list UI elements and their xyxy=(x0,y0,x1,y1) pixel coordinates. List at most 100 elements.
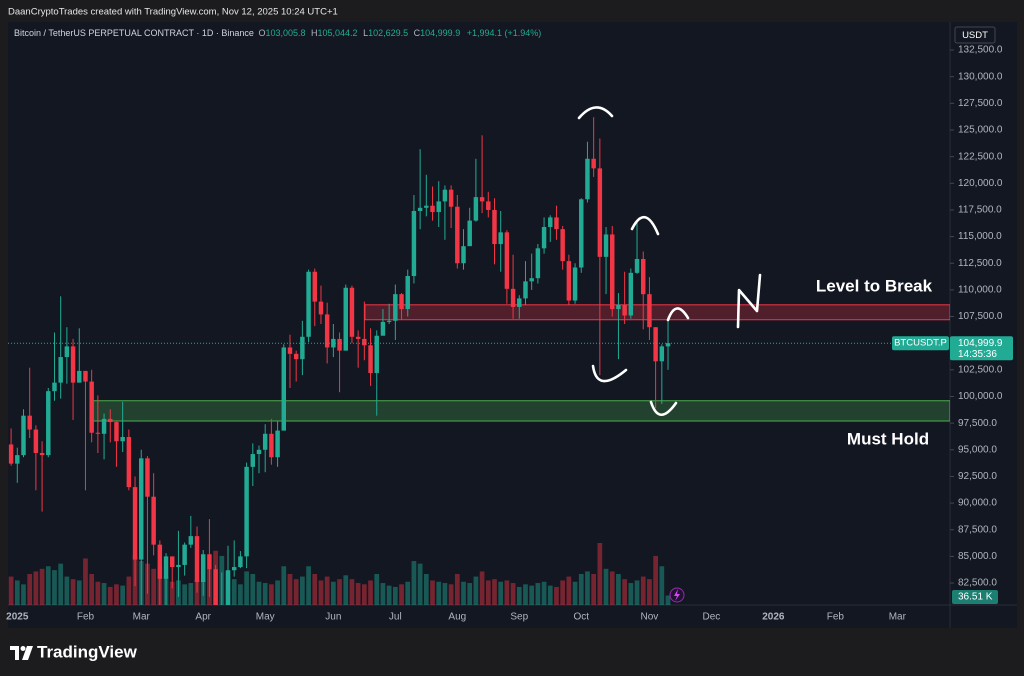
volume-bar xyxy=(33,571,39,605)
candle-body xyxy=(597,168,603,257)
candle-body xyxy=(486,201,491,210)
candle-body xyxy=(610,234,615,310)
y-tick-label: 100,000.0 xyxy=(958,391,1003,402)
volume-bar xyxy=(430,580,435,605)
candle-body xyxy=(337,338,342,351)
candle-body xyxy=(70,346,76,383)
candle-body xyxy=(665,343,671,347)
volume-bar xyxy=(461,581,466,605)
volume-bar xyxy=(45,566,51,605)
candle-body xyxy=(256,449,262,455)
candle-body xyxy=(275,430,280,458)
volume-bar xyxy=(300,576,305,605)
volume-bar xyxy=(554,586,559,605)
volume-bar xyxy=(585,571,590,605)
candle-body xyxy=(634,258,640,273)
volume-bar xyxy=(603,568,609,605)
hand-drawing xyxy=(736,273,762,329)
candle-body xyxy=(200,554,206,582)
candle-body xyxy=(114,422,119,442)
candle-body xyxy=(95,432,101,434)
y-tick-label: 132,500.0 xyxy=(958,45,1003,56)
zone xyxy=(92,400,950,422)
volume-bar xyxy=(547,585,553,605)
volume-bar xyxy=(293,579,299,605)
countdown-label: 14:35:36 xyxy=(958,349,997,360)
volume-bar xyxy=(70,579,76,605)
y-tick-label: 92,500.0 xyxy=(958,471,997,482)
volume-bar xyxy=(578,574,584,605)
candle-body xyxy=(393,294,398,321)
volume-bar xyxy=(14,580,20,605)
ohlc-key: H xyxy=(311,28,318,38)
volume-bar xyxy=(448,584,454,605)
chart-pane xyxy=(8,22,1017,628)
candle-body xyxy=(207,554,212,570)
candle-body xyxy=(436,201,441,213)
y-tick-label: 122,500.0 xyxy=(958,151,1003,162)
volume-bar xyxy=(436,581,442,605)
candle-body xyxy=(461,246,466,264)
volume-bar xyxy=(169,581,175,605)
logo-shape xyxy=(15,646,19,660)
x-tick-label: Jul xyxy=(389,612,402,623)
candle-body xyxy=(318,301,324,315)
x-tick-label: Jun xyxy=(325,612,341,623)
candle-body xyxy=(517,298,522,307)
candle-body xyxy=(169,556,175,568)
volume-bar xyxy=(182,584,187,605)
candle-body xyxy=(424,205,429,208)
candle-body xyxy=(126,436,132,488)
volume-bar xyxy=(27,574,33,605)
volume-bar xyxy=(609,571,615,605)
volume-bar xyxy=(89,574,95,605)
brand: TradingView xyxy=(37,642,138,661)
candle-body xyxy=(250,454,256,467)
candle-body xyxy=(89,381,94,433)
candle-body xyxy=(244,466,249,557)
volume-tag-label: 36.51 K xyxy=(958,592,993,603)
volume-bar xyxy=(634,580,640,605)
y-tick-label: 97,500.0 xyxy=(958,418,997,429)
volume-bar xyxy=(76,580,82,605)
y-tick-label: 112,500.0 xyxy=(958,258,1002,269)
axes: 82,500.0 85,000.0 87,500.0 90,000.0 92,500.0… xyxy=(6,45,1003,623)
hand-drawings xyxy=(577,106,762,417)
hand-drawing xyxy=(649,400,678,417)
volume-bar xyxy=(386,585,392,605)
currency-button[interactable] xyxy=(954,26,996,44)
x-tick-label: 2026 xyxy=(762,612,785,623)
candle-body xyxy=(120,436,125,442)
candle-body xyxy=(362,338,367,346)
volume-bar xyxy=(597,543,603,605)
volume-bar xyxy=(616,574,621,605)
volume-bar xyxy=(411,561,417,605)
candle-body xyxy=(21,415,26,456)
logo-shape xyxy=(20,646,26,651)
y-tick-label: 87,500.0 xyxy=(958,524,997,535)
volume-bar xyxy=(343,575,349,605)
volume-bar xyxy=(114,584,119,605)
candle-body xyxy=(560,229,565,262)
candle-body xyxy=(58,357,63,383)
volume-bar xyxy=(485,580,491,605)
candle-body xyxy=(380,321,386,336)
candle-body xyxy=(27,415,32,430)
ohlc-value: 102,629.5 xyxy=(368,28,408,38)
volume-bar xyxy=(21,584,26,605)
volume-bar xyxy=(269,584,274,605)
candle-body xyxy=(287,347,293,354)
volume-bar xyxy=(126,576,132,605)
volume-bar xyxy=(250,574,256,605)
volume-bar xyxy=(281,566,287,605)
legend-header: Bitcoin / TetherUS PERPETUAL CONTRACT · … xyxy=(14,28,541,38)
candle-body xyxy=(306,271,311,337)
attribution: DaanCryptoTrades created with TradingVie… xyxy=(8,7,338,18)
candle-body xyxy=(151,496,156,545)
x-tick-label: Apr xyxy=(195,612,211,623)
volume-bar xyxy=(442,583,448,605)
candle-body xyxy=(182,544,187,565)
candle-body xyxy=(293,353,299,360)
candle-body xyxy=(523,281,528,299)
